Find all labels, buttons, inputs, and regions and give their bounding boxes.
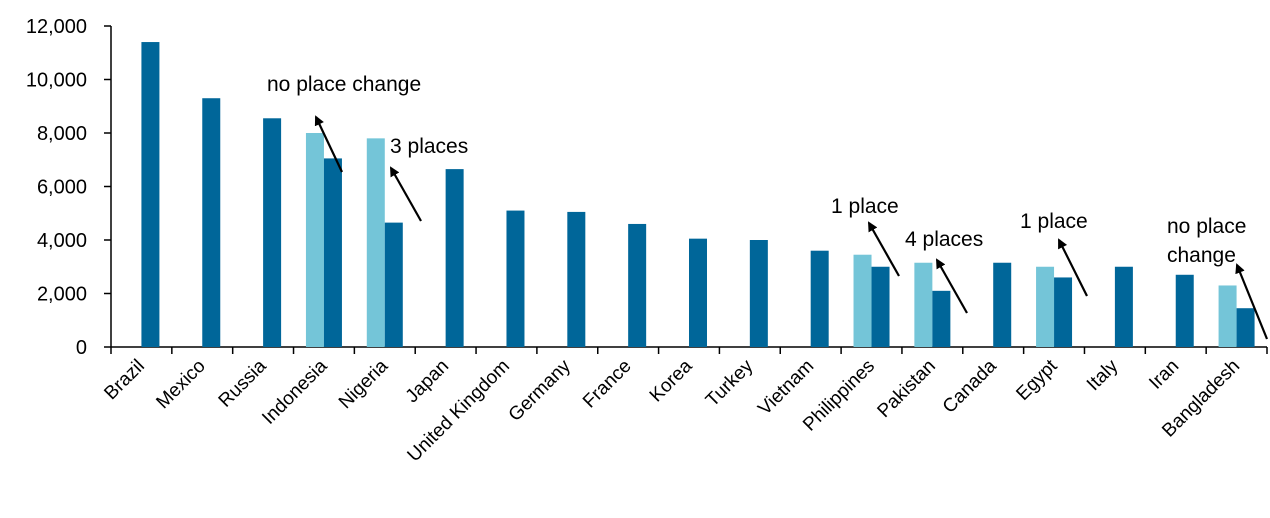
category-label: Indonesia — [258, 355, 331, 428]
category-label: Korea — [646, 355, 697, 406]
category-label: Canada — [939, 355, 1001, 417]
bar-dark-france — [628, 223, 647, 347]
category-label: Mexico — [152, 356, 209, 413]
annotation-label: no place change — [267, 73, 421, 96]
category-label: Italy — [1083, 355, 1123, 395]
annotation-label: 1 place — [831, 195, 899, 218]
annotation: 3 places — [390, 135, 468, 222]
category-label: France — [579, 356, 636, 413]
bar-light-indonesia — [305, 133, 324, 347]
annotation: 4 places — [905, 228, 983, 314]
annotation-arrow — [868, 221, 900, 277]
y-tick-label: 0 — [76, 337, 87, 359]
y-tick-label: 12,000 — [26, 16, 87, 38]
bars — [141, 42, 1255, 348]
bar-light-nigeria — [366, 138, 385, 347]
y-tick-label: 8,000 — [37, 123, 87, 145]
annotation-label: 4 places — [905, 228, 983, 251]
annotation-arrow — [1058, 238, 1088, 297]
bar-dark-canada — [993, 262, 1012, 347]
annotation-arrow — [1235, 263, 1269, 340]
bar-dark-brazil — [141, 42, 160, 348]
bar-dark-turkey — [749, 240, 768, 347]
annotation: no place change — [267, 73, 421, 173]
y-axis: 0 2,000 4,000 6,000 8,000 10,000 12,000 — [26, 16, 112, 359]
category-label: Brazil — [101, 356, 149, 404]
bar-dark-mexico — [202, 98, 221, 347]
annotation-label: 1 place — [1020, 210, 1088, 233]
y-tick-label: 4,000 — [37, 230, 87, 252]
annotation-arrow — [314, 115, 343, 173]
annotation-label: no place change — [1167, 215, 1246, 267]
bar-light-bangladesh — [1218, 285, 1237, 347]
category-label: Pakistan — [874, 356, 940, 422]
category-label: Japan — [402, 356, 453, 407]
bar-dark-egypt — [1054, 277, 1073, 347]
category-label: Russia — [215, 355, 271, 411]
bar-dark-indonesia — [323, 158, 342, 347]
bar-dark-iran — [1175, 274, 1194, 347]
category-label: Nigeria — [335, 355, 393, 413]
category-label: Iran — [1145, 356, 1183, 394]
bar-light-egypt — [1036, 266, 1055, 347]
bar-dark-germany — [567, 211, 586, 347]
annotation: no place change — [1167, 215, 1269, 340]
annotation-arrow — [936, 258, 968, 314]
annotation: 1 place — [831, 195, 900, 277]
bar-dark-korea — [689, 238, 707, 347]
bar-light-pakistan — [914, 262, 933, 347]
bar-dark-japan — [445, 169, 464, 347]
category-label: Egypt — [1012, 355, 1062, 405]
bar-dark-pakistan — [932, 290, 951, 347]
bar-dark-italy — [1114, 266, 1133, 347]
annotation-label: 3 places — [390, 135, 468, 158]
category-label: United Kingdom — [404, 356, 514, 466]
category-label: Germany — [505, 355, 575, 425]
bar-light-philippines — [853, 254, 872, 347]
annotations: no place change 3 places 1 place 4 places 1 … — [267, 73, 1269, 340]
bar-dark-russia — [263, 118, 282, 347]
y-tick-label: 2,000 — [37, 284, 87, 306]
bar-dark-bangladesh — [1236, 308, 1255, 347]
annotation-arrow — [390, 166, 422, 222]
y-tick-label: 10,000 — [26, 70, 87, 92]
bar-dark-nigeria — [384, 222, 403, 347]
y-tick-label: 6,000 — [37, 177, 87, 199]
annotation: 1 place — [1020, 210, 1088, 297]
bar-dark-vietnam — [810, 250, 829, 347]
category-label: Turkey — [702, 355, 758, 411]
bar-dark-philippines — [871, 266, 890, 347]
bar-dark-united-kingdom — [506, 210, 525, 347]
